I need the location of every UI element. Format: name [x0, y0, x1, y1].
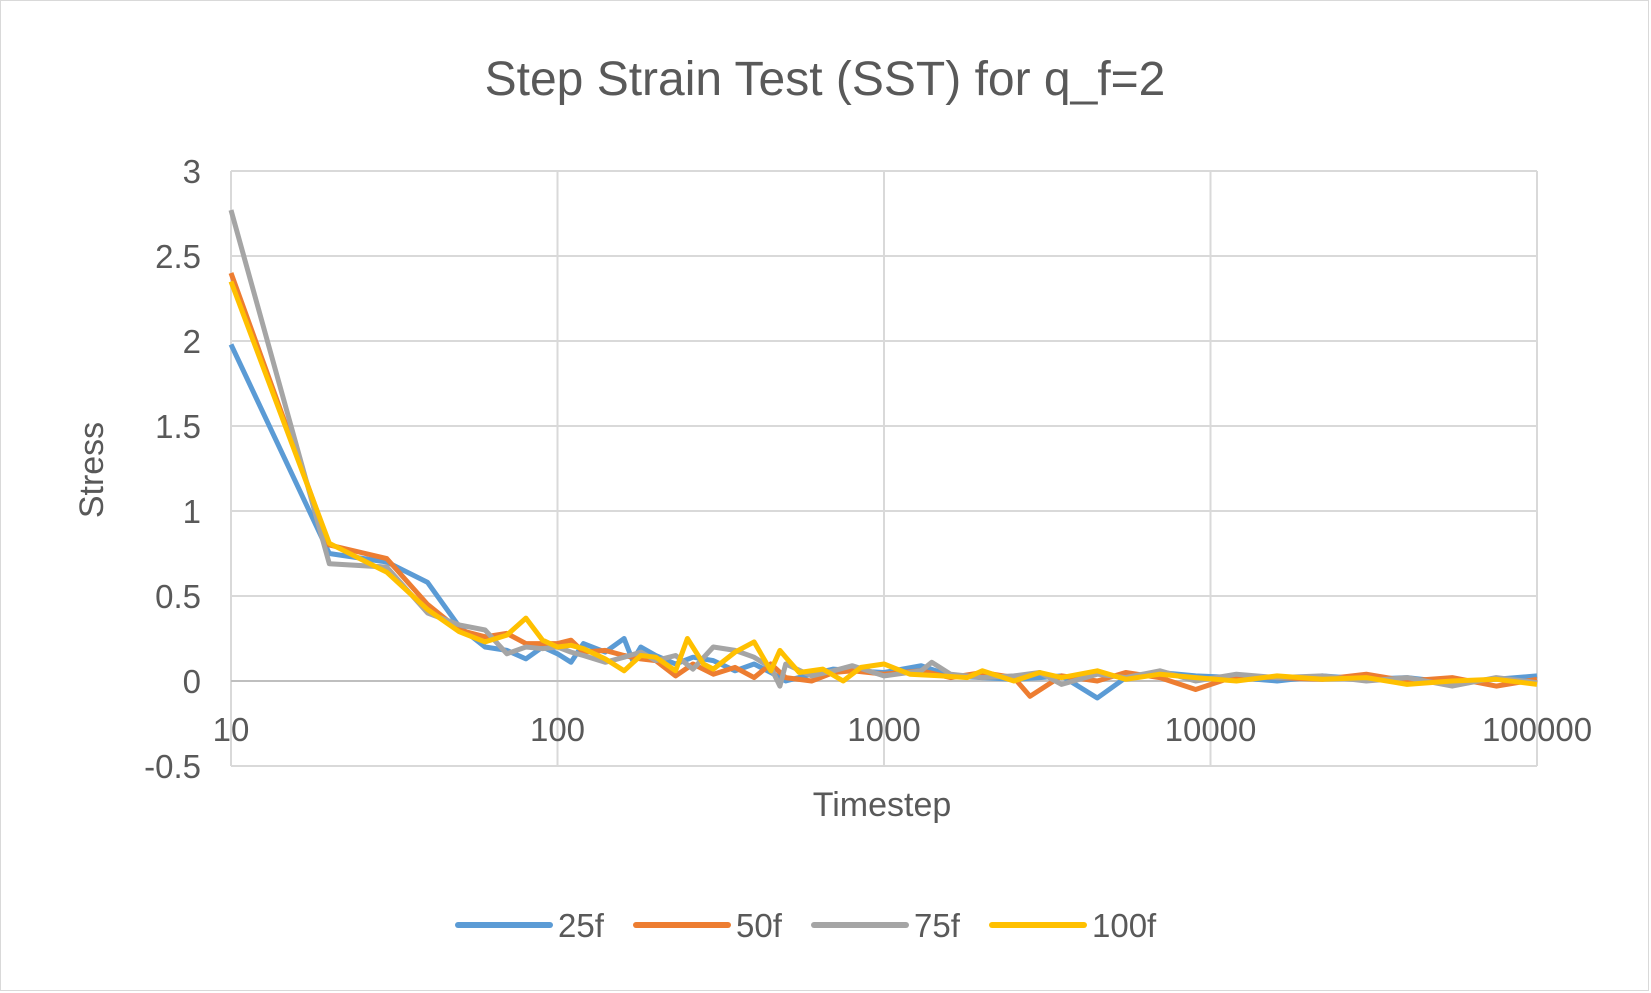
x-tick-label: 100: [530, 711, 585, 748]
legend-label-75f: 75f: [914, 907, 961, 944]
y-axis-ticks: -0.5 0 0.5 1 1.5 2 2.5 3: [144, 153, 201, 785]
y-tick-label: 1.5: [155, 408, 201, 445]
y-tick-label: 3: [183, 153, 201, 190]
y-tick-label: 2.5: [155, 238, 201, 275]
x-tick-label: 1000: [847, 711, 920, 748]
legend: 25f 50f 75f 100f: [455, 907, 1157, 944]
y-tick-label: 1: [183, 493, 201, 530]
y-tick-label: -0.5: [144, 748, 201, 785]
x-tick-label: 100000: [1482, 711, 1592, 748]
x-axis-ticks: 10 100 1000 10000 100000: [213, 711, 1592, 748]
x-axis-label: Timestep: [813, 786, 952, 824]
grid: [230, 170, 1538, 767]
legend-label-50f: 50f: [736, 907, 783, 944]
x-tick-label: 10000: [1165, 711, 1257, 748]
x-tick-label: 10: [213, 711, 250, 748]
legend-label-25f: 25f: [558, 907, 605, 944]
y-axis-label: Stress: [73, 422, 111, 518]
legend-label-100f: 100f: [1092, 907, 1157, 944]
series-line-100f: [228, 280, 1538, 687]
y-tick-label: 0: [183, 663, 201, 700]
chart-title: Step Strain Test (SST) for q_f=2: [485, 53, 1166, 106]
series-lines: [228, 209, 1538, 701]
y-tick-label: 0.5: [155, 578, 201, 615]
y-tick-label: 2: [183, 323, 201, 360]
